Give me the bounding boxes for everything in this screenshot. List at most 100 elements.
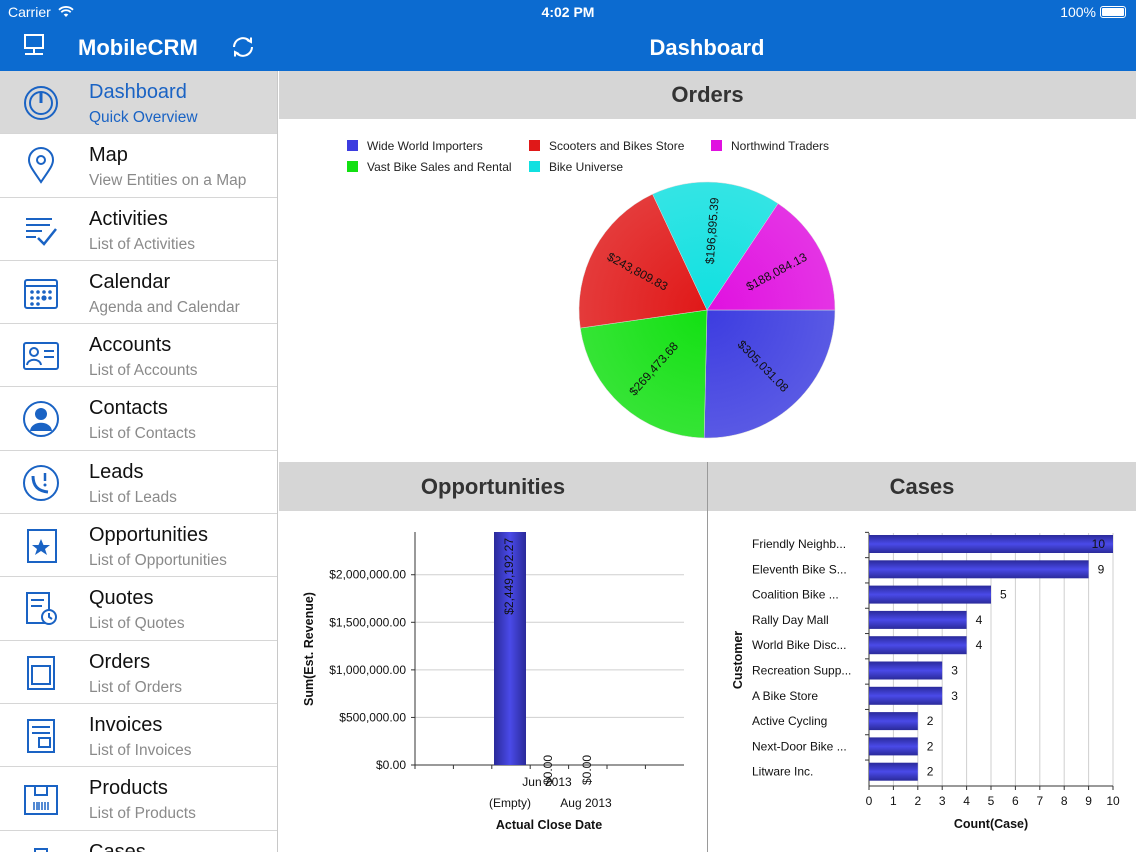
page-title: Dashboard xyxy=(649,35,765,60)
sidebar: Dashboard Quick Overview Map View Entities … xyxy=(0,71,278,852)
wifi-icon xyxy=(58,6,74,17)
calendar-icon xyxy=(24,278,58,309)
sidebar-item-activities[interactable]: Activities List of Activities xyxy=(0,197,277,261)
pie-slice xyxy=(703,309,836,439)
bar xyxy=(869,737,918,756)
sidebar-item-calendar[interactable]: Calendar Agenda and Calendar xyxy=(0,260,277,325)
sidebar-item-subtitle: List of Products xyxy=(89,805,196,823)
sidebar-item-leads[interactable]: Leads List of Leads xyxy=(0,450,277,515)
x-tick-label: 2 xyxy=(914,794,921,808)
bar-data-label: 9 xyxy=(1098,562,1105,576)
sidebar-item-subtitle: List of Opportunities xyxy=(89,552,227,570)
legend-swatch xyxy=(347,161,358,172)
sidebar-item-title: Dashboard xyxy=(89,81,187,103)
x-tick-label: (Empty) xyxy=(489,796,531,810)
bar xyxy=(869,560,1089,579)
sidebar-item-products[interactable]: Products List of Products xyxy=(0,767,277,831)
quotes-icon xyxy=(26,592,57,626)
computer-icon[interactable] xyxy=(22,33,48,59)
products-icon xyxy=(24,785,58,816)
battery-icon xyxy=(1100,6,1126,18)
bar xyxy=(869,712,918,731)
pie-slice xyxy=(652,181,779,311)
x-axis-title: Count(Case) xyxy=(954,817,1028,831)
bar xyxy=(869,610,967,629)
bar-data-label: 2 xyxy=(927,714,934,728)
sidebar-item-title: Activities xyxy=(89,207,168,230)
sidebar-item-contacts[interactable]: Contacts List of Contacts xyxy=(0,387,277,451)
sidebar-item-title: Invoices xyxy=(89,713,163,736)
y-tick-label: Recreation Supp... xyxy=(752,664,851,678)
panel-divider xyxy=(707,462,708,852)
bar xyxy=(869,661,943,680)
sidebar-item-subtitle: List of Invoices xyxy=(89,741,192,759)
y-tick-label: $500,000.00 xyxy=(339,710,406,724)
bar-data-label: 5 xyxy=(1000,588,1007,602)
pie-data-label: $196,895.39 xyxy=(703,197,722,265)
y-tick-label: Friendly Neighb... xyxy=(752,537,846,551)
contact-icon xyxy=(23,401,59,438)
y-tick-label: Rally Day Mall xyxy=(752,613,829,627)
y-tick-label: Active Cycling xyxy=(752,714,827,728)
x-tick-label: 5 xyxy=(988,794,995,808)
pie-slice xyxy=(706,203,836,311)
battery-indicator: 100% xyxy=(1060,4,1126,20)
sidebar-item-opportunities[interactable]: Opportunities List of Opportunities xyxy=(0,514,277,578)
bar-data-label: $0.00 xyxy=(580,755,594,785)
x-tick-label: 8 xyxy=(1061,794,1068,808)
sidebar-item-title: Leads xyxy=(89,460,144,483)
accounts-icon xyxy=(23,342,59,371)
legend-swatch xyxy=(529,161,540,172)
bar-data-label: 4 xyxy=(976,613,983,627)
legend-label: Northwind Traders xyxy=(731,139,829,153)
y-tick-label: $1,500,000.00 xyxy=(329,615,406,629)
app-name: MobileCRM xyxy=(78,35,198,60)
sidebar-item-orders[interactable]: Orders List of Orders xyxy=(0,640,277,704)
sync-icon[interactable] xyxy=(230,34,256,60)
x-tick-label: 7 xyxy=(1036,794,1043,808)
sidebar-item-title: Opportunities xyxy=(89,524,208,547)
sidebar-item-subtitle: List of Quotes xyxy=(89,615,185,633)
pie-slice xyxy=(578,193,708,329)
y-tick-label: $0.00 xyxy=(376,758,406,772)
sidebar-item-quotes[interactable]: Quotes List of Quotes xyxy=(0,577,277,641)
cases-icon xyxy=(34,847,48,852)
bar-data-label: 2 xyxy=(927,739,934,753)
sidebar-item-accounts[interactable]: Accounts List of Accounts xyxy=(0,324,277,388)
invoices-icon xyxy=(27,718,55,753)
y-tick-label: Coalition Bike ... xyxy=(752,588,839,602)
sidebar-item-subtitle: List of Orders xyxy=(89,678,183,696)
status-bar: Carrier 4:02 PM 100% xyxy=(0,0,1136,24)
orders-panel-title: Orders xyxy=(279,71,1136,119)
bar-data-label: 2 xyxy=(927,765,934,779)
x-tick-label: 1 xyxy=(890,794,897,808)
sidebar-item-title: Cases xyxy=(89,840,146,852)
opportunities-bar-chart: $0.00 $500,000.00 $1,000,000.00 $1,500,000.… xyxy=(302,532,684,832)
opportunities-panel-title: Opportunities xyxy=(279,462,707,511)
activities-icon xyxy=(26,217,57,246)
sidebar-item-title: Quotes xyxy=(89,587,154,610)
legend-swatch xyxy=(711,140,722,151)
bar xyxy=(869,762,918,781)
sidebar-item-invoices[interactable]: Invoices List of Invoices xyxy=(0,703,277,768)
carrier-label: Carrier xyxy=(8,4,74,20)
clock: 4:02 PM xyxy=(541,4,595,20)
sidebar-item-cases[interactable]: Cases xyxy=(0,830,277,852)
bar-data-label: 4 xyxy=(976,638,983,652)
cases-bar-chart: 0 1 2 3 4 5 6 7 8 9 10 Friendly Neighb... 10 Eleventh… xyxy=(731,531,1120,831)
sidebar-item-map[interactable]: Map View Entities on a Map xyxy=(0,134,277,198)
orders-icon xyxy=(27,655,55,690)
map-pin-icon xyxy=(27,147,55,185)
y-tick-label: A Bike Store xyxy=(752,689,818,703)
legend-label: Vast Bike Sales and Rental xyxy=(367,160,512,174)
y-tick-label: $2,000,000.00 xyxy=(329,568,406,582)
sidebar-item-dashboard[interactable]: Dashboard Quick Overview xyxy=(0,71,277,135)
legend-entry: Scooters and Bikes Store xyxy=(529,139,685,153)
sidebar-item-subtitle: List of Contacts xyxy=(89,425,196,443)
y-tick-label: World Bike Disc... xyxy=(752,638,846,652)
bar-data-label: 3 xyxy=(951,664,958,678)
x-tick-label: 6 xyxy=(1012,794,1019,808)
legend-swatch xyxy=(347,140,358,151)
sidebar-item-subtitle: List of Activities xyxy=(89,235,195,253)
bar-data-label: $0.00 xyxy=(541,755,555,785)
